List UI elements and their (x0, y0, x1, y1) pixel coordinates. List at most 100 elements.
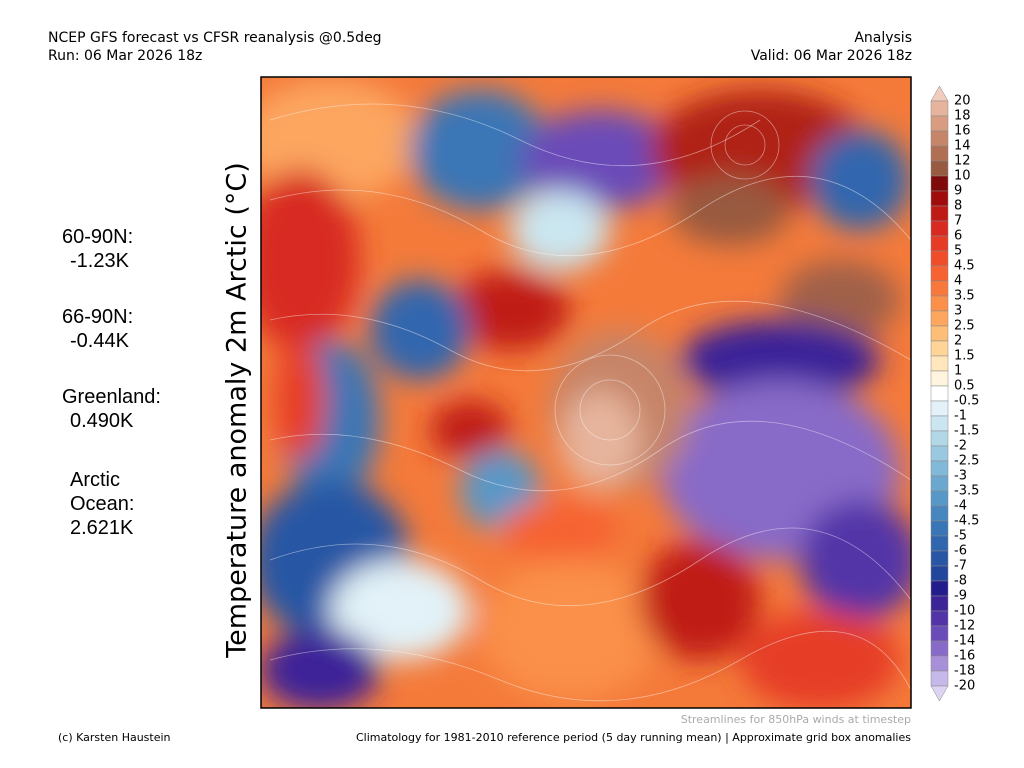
anomaly-map (261, 77, 911, 708)
map-frame (260, 76, 912, 709)
colorbar-label: 3.5 (954, 289, 975, 304)
colorbar-label: -7 (954, 559, 967, 574)
colorbar-label: 1 (954, 364, 962, 379)
colorbar-cell (930, 430, 949, 447)
stat-block: 60-90N: -1.23K (62, 225, 133, 273)
colorbar-label: 6 (954, 229, 962, 244)
stat-value: -1.23K (70, 250, 129, 272)
stat-label: Arctic Ocean: (70, 469, 135, 515)
colorbar-label: -20 (954, 679, 975, 694)
colorbar-label: 16 (954, 124, 971, 139)
colorbar-label: 14 (954, 139, 971, 154)
colorbar-label: -4.5 (954, 514, 979, 529)
colorbar-cell (930, 550, 949, 567)
colorbar-label: -4 (954, 499, 967, 514)
colorbar-cell (930, 160, 949, 177)
valid-time: Valid: 06 Mar 2026 18z (750, 48, 912, 64)
colorbar-cell (930, 265, 949, 282)
stat-label: Greenland: (62, 386, 161, 408)
stat-label: 60-90N: (62, 226, 134, 248)
stat-value: 0.490K (70, 410, 134, 432)
colorbar-label: -16 (954, 649, 975, 664)
stat-block: Arctic Ocean: 2.621K (70, 468, 160, 540)
colorbar-arrow-top (930, 85, 949, 102)
colorbar-label: -9 (954, 589, 967, 604)
colorbar-label: 3 (954, 304, 962, 319)
colorbar-cell (930, 175, 949, 192)
colorbar-cell (930, 100, 949, 117)
colorbar-cell (930, 415, 949, 432)
colorbar-label: 12 (954, 154, 971, 169)
colorbar-cell (930, 115, 949, 132)
colorbar-label: -18 (954, 664, 975, 679)
colorbar-cell (930, 505, 949, 522)
colorbar-cell (930, 130, 949, 147)
colorbar-label: -6 (954, 544, 967, 559)
colorbar-cell (930, 565, 949, 582)
colorbar-label: -3 (954, 469, 967, 484)
colorbar-label: 4.5 (954, 259, 975, 274)
colorbar-cell (930, 610, 949, 627)
colorbar-label: -1.5 (954, 424, 979, 439)
colorbar-label: 2 (954, 334, 962, 349)
axis-label: Temperature anomaly 2m Arctic (°C) (222, 162, 253, 659)
colorbar-label: 20 (954, 94, 971, 109)
colorbar-label: 9 (954, 184, 962, 199)
colorbar-cell (930, 280, 949, 297)
colorbar-label: 2.5 (954, 319, 975, 334)
stat-block: Greenland: 0.490K (62, 385, 161, 433)
colorbar-label: 1.5 (954, 349, 975, 364)
credit: (c) Karsten Haustein (58, 731, 171, 744)
climatology-note: Climatology for 1981-2010 reference peri… (356, 731, 911, 744)
colorbar-cell (930, 535, 949, 552)
colorbar-label: -2.5 (954, 454, 979, 469)
colorbar-cell (930, 205, 949, 222)
colorbar-cell (930, 340, 949, 357)
colorbar-cell (930, 475, 949, 492)
run-time: Run: 06 Mar 2026 18z (48, 48, 203, 64)
colorbar-cell (930, 310, 949, 327)
colorbar-label: 5 (954, 244, 962, 259)
colorbar-label: -12 (954, 619, 975, 634)
colorbar-label: -8 (954, 574, 967, 589)
colorbar-label: 0.5 (954, 379, 975, 394)
colorbar-cell (930, 220, 949, 237)
colorbar-cell (930, 580, 949, 597)
colorbar-cell (930, 355, 949, 372)
colorbar-cell (930, 445, 949, 462)
colorbar-cell (930, 520, 949, 537)
colorbar-cell (930, 670, 949, 687)
mode: Analysis (854, 30, 912, 46)
colorbar-cell (930, 460, 949, 477)
colorbar-cell (930, 190, 949, 207)
colorbar-cell (930, 490, 949, 507)
colorbar-label: 10 (954, 169, 971, 184)
colorbar-cell (930, 235, 949, 252)
colorbar-cell (930, 655, 949, 672)
stat-label: 66-90N: (62, 306, 134, 328)
title: NCEP GFS forecast vs CFSR reanalysis @0.… (48, 30, 382, 46)
colorbar-cell (930, 400, 949, 417)
colorbar-cell (930, 385, 949, 402)
colorbar-cell (930, 325, 949, 342)
stat-block: 66-90N: -0.44K (62, 305, 133, 353)
colorbar-label: -0.5 (954, 394, 979, 409)
colorbar-cell (930, 295, 949, 312)
colorbar-label: -2 (954, 439, 967, 454)
colorbar-label: -5 (954, 529, 967, 544)
colorbar-cell (930, 625, 949, 642)
colorbar-label: 7 (954, 214, 962, 229)
colorbar-label: 18 (954, 109, 971, 124)
colorbar: 201816141210987654.543.532.521.510.5-0.5… (930, 85, 979, 702)
colorbar-label: -14 (954, 634, 975, 649)
colorbar-cell (930, 370, 949, 387)
streamline-note: Streamlines for 850hPa winds at timestep (681, 713, 911, 726)
colorbar-cell (930, 640, 949, 657)
colorbar-cell (930, 595, 949, 612)
stat-value: -0.44K (70, 330, 129, 352)
colorbar-cell (930, 145, 949, 162)
colorbar-arrow-bottom (930, 685, 949, 702)
colorbar-label: -3.5 (954, 484, 979, 499)
